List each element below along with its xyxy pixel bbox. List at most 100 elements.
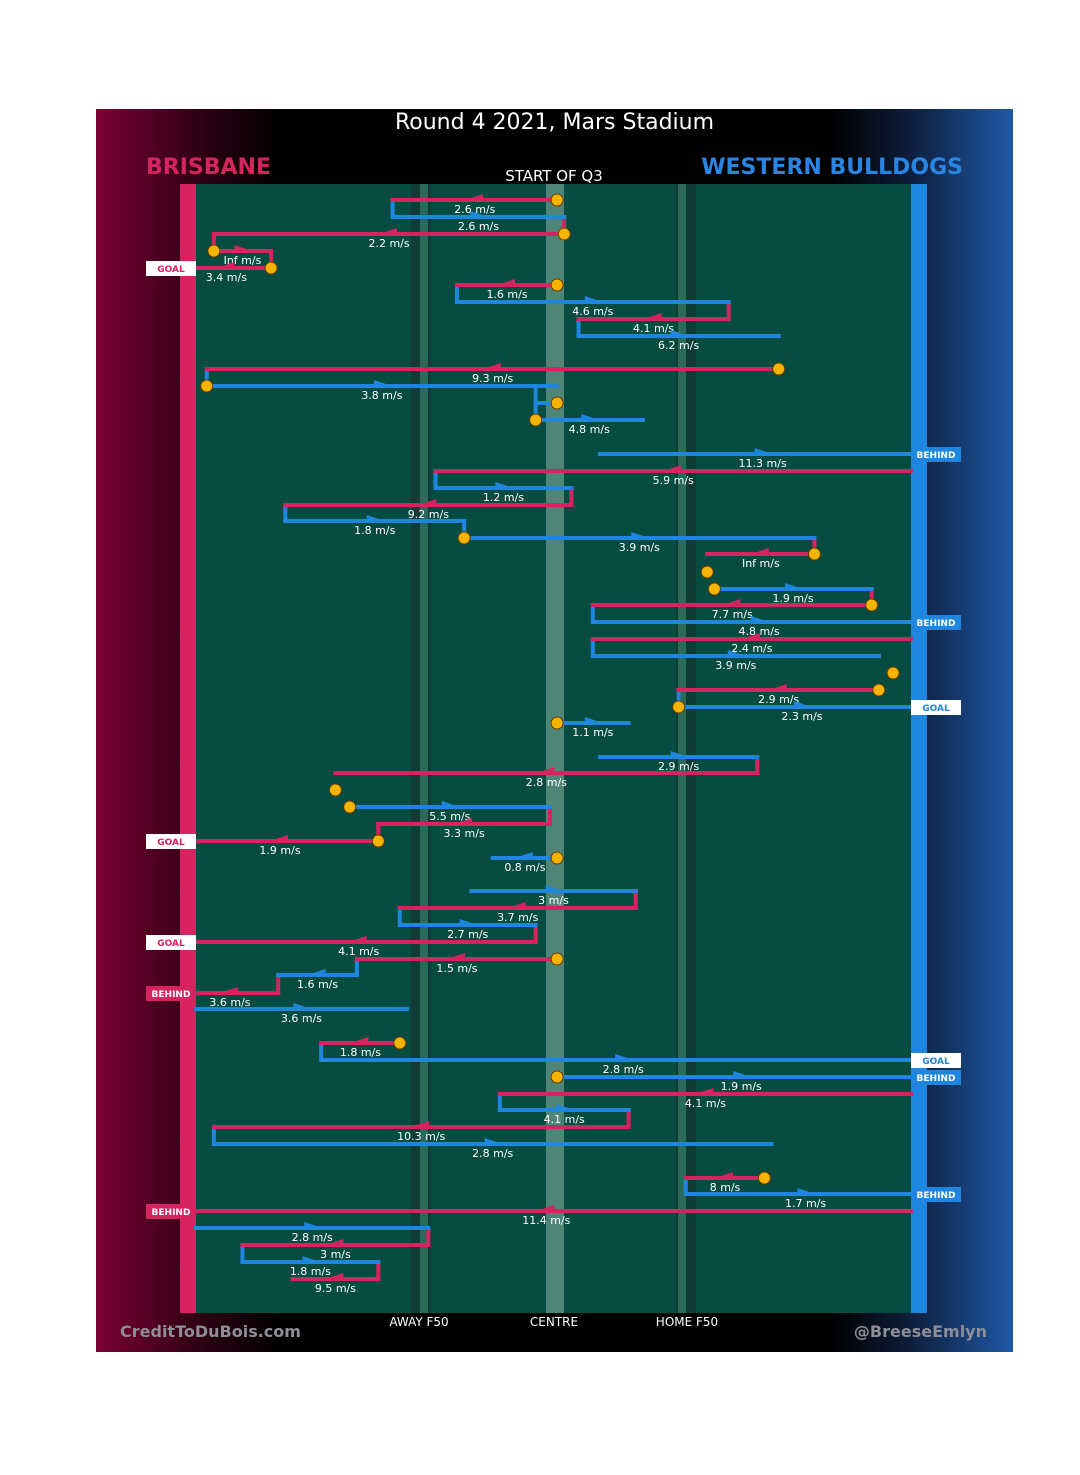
stoppage-marker — [457, 531, 471, 545]
speed-label: 1.8 m/s — [354, 524, 395, 537]
chain-arrow — [785, 583, 804, 589]
outcome-badge — [911, 615, 961, 630]
stoppage-marker — [550, 851, 564, 865]
speed-label: 3 m/s — [538, 894, 569, 907]
chain-arrow — [695, 1088, 714, 1094]
brisbane-goal-bar — [180, 184, 196, 1313]
outcome-label: GOAL — [157, 838, 185, 848]
speed-label: 1.2 m/s — [483, 491, 524, 504]
chain-arrow — [733, 1071, 752, 1077]
speed-label: 1.6 m/s — [486, 288, 527, 301]
speed-label: 3.8 m/s — [361, 389, 402, 402]
speed-label: 8 m/s — [710, 1181, 741, 1194]
outcome-badge — [146, 986, 196, 1001]
chain-arrow — [411, 1121, 430, 1127]
chain-arrow — [670, 330, 689, 336]
speed-label: 10.3 m/s — [397, 1130, 445, 1143]
speed-label: 2.8 m/s — [526, 776, 567, 789]
speed-label: 1.1 m/s — [572, 726, 613, 739]
speed-label: 2.6 m/s — [458, 220, 499, 233]
home-f50-inner-line — [678, 184, 686, 1313]
stoppage-marker — [872, 683, 886, 697]
credit-left: CreditToDuBois.com — [120, 1322, 301, 1341]
chain-arrow — [350, 1037, 369, 1043]
away-f50-inner-line — [420, 184, 428, 1313]
chain-arrow — [581, 414, 600, 420]
speed-label: 9.3 m/s — [472, 372, 513, 385]
outcome-badge — [911, 1187, 961, 1202]
chain-arrow — [304, 1222, 323, 1228]
chain-arrow — [454, 818, 473, 824]
chain-arrow — [216, 262, 235, 268]
speed-label: 3.7 m/s — [497, 911, 538, 924]
chain-arrow — [348, 936, 367, 942]
stoppage-marker — [865, 598, 879, 612]
outcome-label: BEHIND — [917, 619, 956, 629]
chain-arrow — [446, 953, 465, 959]
stoppage-marker — [343, 800, 357, 814]
chain-arrow — [751, 616, 770, 622]
chain-arrow — [325, 1239, 344, 1245]
speed-label: 1.8 m/s — [340, 1046, 381, 1059]
chain-arrow — [497, 279, 516, 285]
zone-label-away-f50: AWAY F50 — [389, 1315, 449, 1329]
speed-label: 2.2 m/s — [368, 237, 409, 250]
speed-label: 2.8 m/s — [292, 1231, 333, 1244]
chain-arrow — [373, 380, 392, 386]
speed-label: 11.3 m/s — [739, 457, 787, 470]
outcome-badge — [146, 935, 196, 950]
zone-label-centre: CENTRE — [529, 1315, 579, 1329]
stoppage-marker — [550, 396, 564, 410]
chain-arrow — [797, 1188, 816, 1194]
chain-arrow — [754, 448, 773, 454]
speed-label: 2.8 m/s — [472, 1147, 513, 1160]
chain-arrow — [366, 515, 385, 521]
speed-label: 5.9 m/s — [653, 474, 694, 487]
speed-label: 11.4 m/s — [522, 1214, 570, 1227]
stoppage-marker — [200, 379, 214, 393]
chain-arrow — [768, 684, 787, 690]
speed-label: 4.8 m/s — [738, 625, 779, 638]
chain-layer: 2.6 m/s 2.6 m/s 2.2 m/s Inf m/s 3.4 m/s GOAL 1… — [146, 193, 961, 1295]
outcome-badge — [911, 1070, 961, 1085]
chart-title: Round 4 2021, Mars Stadium — [394, 110, 715, 135]
speed-label: 2.6 m/s — [454, 203, 495, 216]
speed-label: 2.7 m/s — [447, 928, 488, 941]
stoppage-marker — [550, 716, 564, 730]
speed-label: 3 m/s — [320, 1248, 351, 1261]
speed-label: 9.2 m/s — [408, 508, 449, 521]
stoppage-marker — [550, 952, 564, 966]
stoppage-marker — [550, 1070, 564, 1084]
outcome-label: GOAL — [922, 704, 950, 714]
speed-label: 2.3 m/s — [781, 710, 822, 723]
outcome-label: GOAL — [157, 265, 185, 275]
outcome-label: BEHIND — [152, 1208, 191, 1218]
stoppage-marker — [886, 666, 900, 680]
speed-label: 4.1 m/s — [633, 322, 674, 335]
speed-label: 3.3 m/s — [444, 827, 485, 840]
chain-arrow — [302, 1256, 321, 1262]
speed-label: 4.1 m/s — [544, 1113, 585, 1126]
stoppage-marker — [807, 547, 821, 561]
chain-arrow — [307, 969, 326, 975]
chain-arrow — [470, 211, 489, 217]
chain-arrow — [464, 194, 483, 200]
speed-label: 1.9 m/s — [721, 1080, 762, 1093]
credit-right: @BreeseEmlyn — [853, 1322, 987, 1341]
stoppage-marker — [772, 362, 786, 376]
speed-label: 1.8 m/s — [290, 1265, 331, 1278]
chain-arrow — [715, 1172, 734, 1178]
chain-arrow — [741, 633, 760, 639]
speed-label: 2.9 m/s — [658, 760, 699, 773]
chain-arrow — [325, 1273, 344, 1279]
zone-label-home-f50: HOME F50 — [655, 1315, 719, 1329]
stoppage-marker — [550, 278, 564, 292]
chain-arrow — [663, 465, 682, 471]
speed-label: 1.9 m/s — [259, 844, 300, 857]
speed-label: 3.6 m/s — [281, 1012, 322, 1025]
period-label: START OF Q3 — [505, 167, 603, 185]
chain-arrow — [514, 852, 533, 858]
chain-arrow — [379, 228, 398, 234]
chain-arrow — [482, 363, 501, 369]
stoppage-marker — [393, 1036, 407, 1050]
